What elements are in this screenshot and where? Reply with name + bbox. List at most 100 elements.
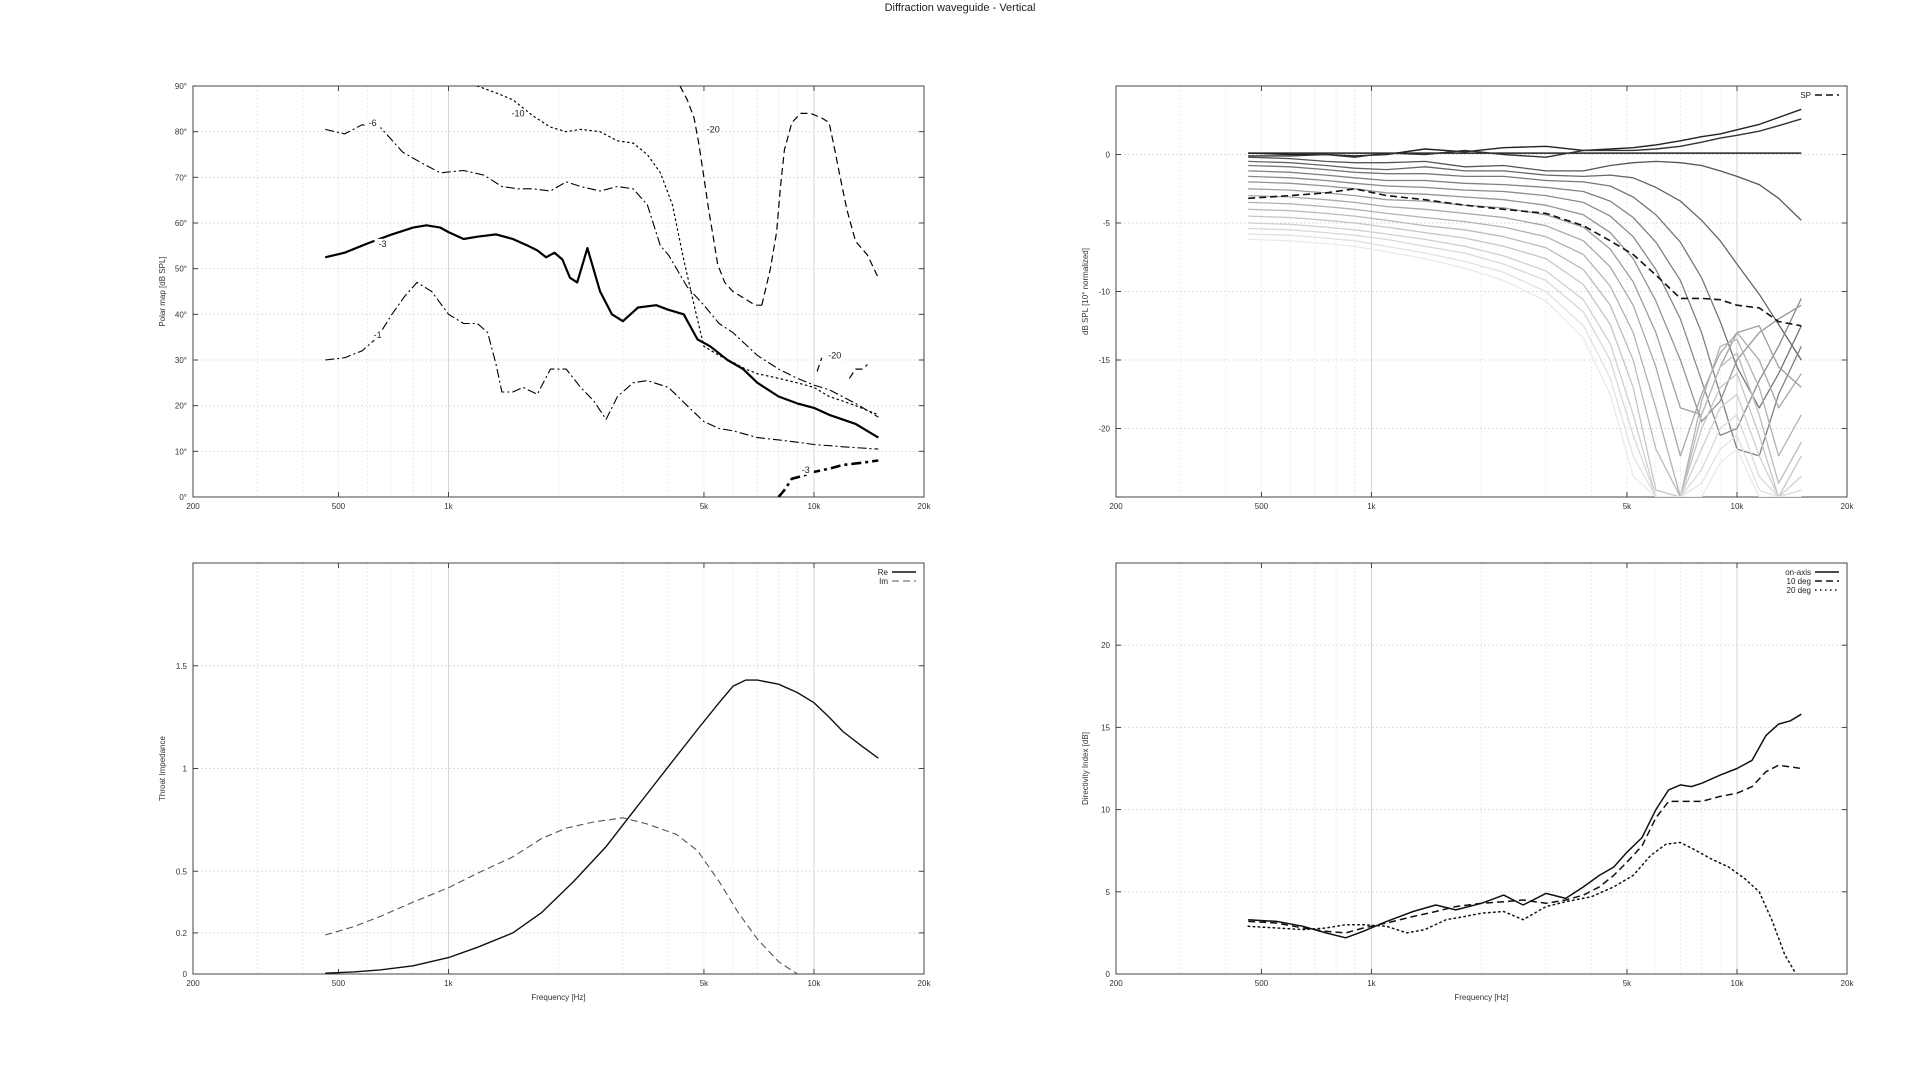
x-tick-label: 5k (1623, 979, 1632, 988)
series-line-85 (1248, 238, 1802, 497)
series-line-10 (1248, 118, 1802, 158)
series-line-im (325, 817, 798, 974)
y-tick-label: 70° (175, 173, 187, 182)
contour-label: -3 (802, 465, 810, 475)
series-group (1248, 108, 1802, 497)
series-group (324, 86, 879, 497)
series-line-20-deg (1247, 841, 1797, 974)
x-tick-label: 20k (918, 979, 932, 988)
series-line-45 (1248, 188, 1802, 416)
y-tick-label: 80° (175, 128, 187, 137)
polar-map-chart: 200 500 1k 5k 10k 20k 0° 10° 20° 30° 40° 50° 60° 70° 8… (158, 82, 931, 511)
series-line-sp (1248, 188, 1802, 327)
series-line-65 (1248, 215, 1802, 497)
contour-label-bg (510, 108, 527, 119)
series-line-on-axis (1248, 713, 1802, 939)
y-tick-label: -15 (1098, 356, 1110, 365)
series-line-30 (1248, 170, 1802, 457)
x-axis-label: Frequency [Hz] (1454, 993, 1508, 1002)
legend: SP (1800, 91, 1839, 100)
y-tick-label: -5 (1103, 219, 1111, 228)
y-tick-label: 50° (175, 265, 187, 274)
y-tick-label: 0 (1106, 151, 1111, 160)
x-tick-label: 1k (1367, 979, 1376, 988)
series-line-60 (1248, 208, 1802, 497)
y-tick-label: 1.5 (176, 662, 188, 671)
series-line-20 (679, 86, 762, 306)
x-tick-label: 500 (332, 502, 346, 511)
series-line-re (325, 679, 879, 974)
y-tick-label: 10 (1101, 806, 1110, 815)
x-tick-label: 500 (1255, 502, 1269, 511)
x-tick-label: 5k (700, 502, 709, 511)
y-axis-label: Directivity Index [dB] (1081, 732, 1090, 805)
contour-label: -3 (379, 239, 387, 249)
y-axis-label: Polar map [dB SPL] (158, 256, 167, 326)
y-tick-label: 60° (175, 219, 187, 228)
grid (1116, 86, 1847, 497)
contour-label-bg (705, 124, 722, 135)
y-tick-label: 1 (183, 765, 188, 774)
x-tick-label: 10k (808, 979, 822, 988)
series-line-70 (1248, 222, 1802, 497)
x-tick-label: 20k (1841, 979, 1855, 988)
x-tick-label: 1k (1367, 502, 1376, 511)
series-line-1 (325, 281, 879, 450)
y-tick-label: 0 (1106, 970, 1111, 979)
y-tick-label: -20 (1098, 425, 1110, 434)
grid (193, 563, 924, 975)
y-tick-label: 90° (175, 82, 187, 91)
y-tick-label: 20 (1101, 641, 1110, 650)
x-tick-label: 200 (186, 979, 200, 988)
contour-label: -20 (828, 351, 841, 361)
contour-label-bg (797, 464, 814, 475)
y-tick-label: 0 (183, 970, 188, 979)
series-line-50 (1248, 194, 1802, 457)
x-tick-label: 200 (1109, 979, 1123, 988)
y-tick-label: 30° (175, 356, 187, 365)
series-group (325, 679, 879, 974)
plot-frame (1115, 562, 1848, 975)
grid (193, 85, 924, 498)
spl-normalized-chart: 200 500 1k 5k 10k 20k 0 -5 -10 -15 -20 dB SPL [10° … (1081, 85, 1855, 511)
contour-label-bg (826, 350, 843, 361)
y-axis-label: Throat Impedance (158, 735, 167, 800)
contour-label: -10 (512, 109, 525, 119)
series-line-10 (476, 86, 879, 416)
y-axis-label: dB SPL [10° normalized] (1081, 248, 1090, 335)
y-tick-label: 40° (175, 310, 187, 319)
x-tick-label: 10k (1731, 979, 1745, 988)
x-tick-label: 200 (1109, 502, 1123, 511)
series-line-25 (1248, 164, 1802, 409)
legend-label-re: Re (878, 568, 889, 577)
y-tick-label: -10 (1098, 288, 1110, 297)
series-line-10-deg (1248, 764, 1802, 934)
x-tick-label: 5k (1623, 502, 1632, 511)
contour-label: -20 (707, 125, 720, 135)
legend-label-on-axis: on-axis (1785, 568, 1811, 577)
y-tick-label: 20° (175, 402, 187, 411)
series-line-75 (1248, 227, 1802, 497)
directivity-index-chart: 200 500 1k 5k 10k 20k 0 5 10 15 20 Directivity Inde… (1081, 562, 1855, 1002)
y-tick-label: 0.2 (176, 929, 188, 938)
contour-label: -6 (369, 118, 377, 128)
contour-label-bg (374, 238, 391, 249)
x-tick-label: 1k (444, 502, 453, 511)
series-line-3 (324, 224, 879, 439)
legend-label-20-deg: 20 deg (1787, 586, 1811, 595)
series-line-35 (1248, 175, 1802, 437)
series-group (1247, 713, 1802, 974)
series-line-6 (325, 124, 879, 418)
y-tick-label: 0.5 (176, 867, 188, 876)
x-tick-label: 20k (1841, 502, 1855, 511)
series-line-3 (777, 459, 879, 497)
series-line-80 (1248, 233, 1802, 497)
y-tick-label: 15 (1101, 723, 1110, 732)
series-line-20 (816, 357, 823, 372)
series-line-20 (761, 112, 879, 306)
x-tick-label: 10k (1731, 502, 1745, 511)
series-line-15 (1248, 156, 1802, 221)
x-axis-label: Frequency [Hz] (531, 993, 585, 1002)
x-tick-label: 1k (444, 979, 453, 988)
